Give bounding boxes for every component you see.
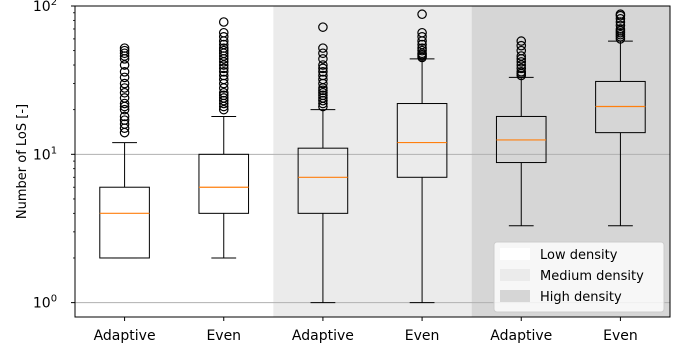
legend-swatch-0 <box>500 248 530 260</box>
outlier-point <box>119 115 130 125</box>
outlier-point <box>218 93 229 103</box>
outlier-point <box>218 74 229 85</box>
outlier-point <box>218 17 229 27</box>
legend-swatch-2 <box>500 290 530 302</box>
outlier-point <box>218 60 229 70</box>
x-tick-label-1: Even <box>206 328 241 344</box>
box-body <box>198 153 250 214</box>
density-band-0 <box>75 6 274 317</box>
legend: Low density Medium density High density <box>493 241 665 313</box>
outlier-point <box>516 67 527 77</box>
outlier-point <box>119 111 130 122</box>
outlier-point <box>218 90 229 101</box>
outlier-point <box>318 63 328 74</box>
outlier-point <box>119 87 130 98</box>
y-axis-label: Number of LoS [-] <box>15 104 30 219</box>
outlier-point <box>615 17 626 27</box>
outlier-point <box>417 31 427 42</box>
x-tick-label-3: Even <box>405 328 440 344</box>
boxes <box>99 9 646 304</box>
outlier-point <box>119 104 130 115</box>
outlier-point <box>318 93 328 103</box>
outlier-point <box>318 74 328 85</box>
y-tick-label-1: 101 <box>33 145 57 163</box>
outlier-point <box>417 27 427 38</box>
outlier-point <box>119 48 130 59</box>
outlier-point <box>318 70 328 81</box>
outlier-point <box>318 43 328 53</box>
outlier-point <box>119 98 130 109</box>
outlier-point <box>119 72 130 83</box>
y-tick-label-2: 102 <box>33 0 57 15</box>
outlier-point <box>119 83 130 93</box>
outlier-point <box>218 43 229 53</box>
outlier-point <box>318 87 328 98</box>
outlier-point <box>615 9 626 20</box>
legend-swatch-1 <box>500 269 530 281</box>
outlier-point <box>417 43 427 53</box>
outlier-point <box>119 119 130 129</box>
outlier-point <box>318 54 328 64</box>
density-band-1 <box>273 6 472 317</box>
outlier-point <box>417 45 427 56</box>
outlier-point <box>615 20 626 31</box>
outlier-point <box>119 67 130 77</box>
outlier-point <box>218 31 229 42</box>
outlier-point <box>119 43 130 53</box>
outlier-point <box>516 45 527 56</box>
box-1 <box>198 17 250 259</box>
plot-frame <box>74 5 671 318</box>
outlier-point <box>218 27 229 38</box>
x-tick-label-0: Adaptive <box>94 328 156 344</box>
outlier-point <box>516 63 527 74</box>
outlier-point <box>615 24 626 34</box>
outlier-point <box>119 78 130 89</box>
box-2 <box>297 22 349 304</box>
outlier-point <box>516 57 527 67</box>
outlier-point <box>218 70 229 81</box>
outlier-point <box>318 48 328 59</box>
outlier-point <box>119 45 130 56</box>
box-5 <box>595 9 646 227</box>
outlier-point <box>119 60 130 70</box>
outlier-point <box>218 87 229 98</box>
outlier-point <box>318 85 328 96</box>
legend-label-1: Medium density <box>540 269 644 284</box>
outlier-point <box>516 51 527 61</box>
outlier-point <box>218 67 229 77</box>
outlier-point <box>615 13 626 24</box>
outlier-point <box>119 93 130 103</box>
box-4 <box>495 36 547 227</box>
y-tick-label-0: 100 <box>33 294 57 312</box>
legend-label-0: Low density <box>540 248 618 263</box>
outlier-point <box>318 22 328 32</box>
x-tick-label-2: Adaptive <box>292 328 354 344</box>
box-0 <box>99 43 150 259</box>
box-body <box>396 103 448 178</box>
box-body <box>297 147 349 214</box>
outlier-point <box>318 67 328 77</box>
outlier-point <box>318 90 328 101</box>
outlier-point <box>218 104 229 115</box>
legend-label-2: High density <box>540 290 622 305</box>
y-axis-ticks: 100 101 102 <box>33 0 75 312</box>
box-body <box>99 186 150 259</box>
density-bands <box>75 6 670 317</box>
outlier-point <box>218 63 229 74</box>
outlier-point <box>218 45 229 56</box>
outlier-point <box>417 9 427 20</box>
outlier-point <box>516 60 527 70</box>
outlier-point <box>318 60 328 70</box>
outlier-point <box>516 36 527 46</box>
outlier-point <box>218 39 229 50</box>
outlier-point <box>516 40 527 51</box>
outlier-point <box>417 39 427 50</box>
x-tick-label-4: Adaptive <box>490 328 552 344</box>
legend-box <box>493 241 665 313</box>
x-axis-ticks: Adaptive Even Adaptive Even Adaptive Even <box>94 317 638 344</box>
x-tick-label-5: Even <box>603 328 638 344</box>
box-3 <box>396 9 448 304</box>
